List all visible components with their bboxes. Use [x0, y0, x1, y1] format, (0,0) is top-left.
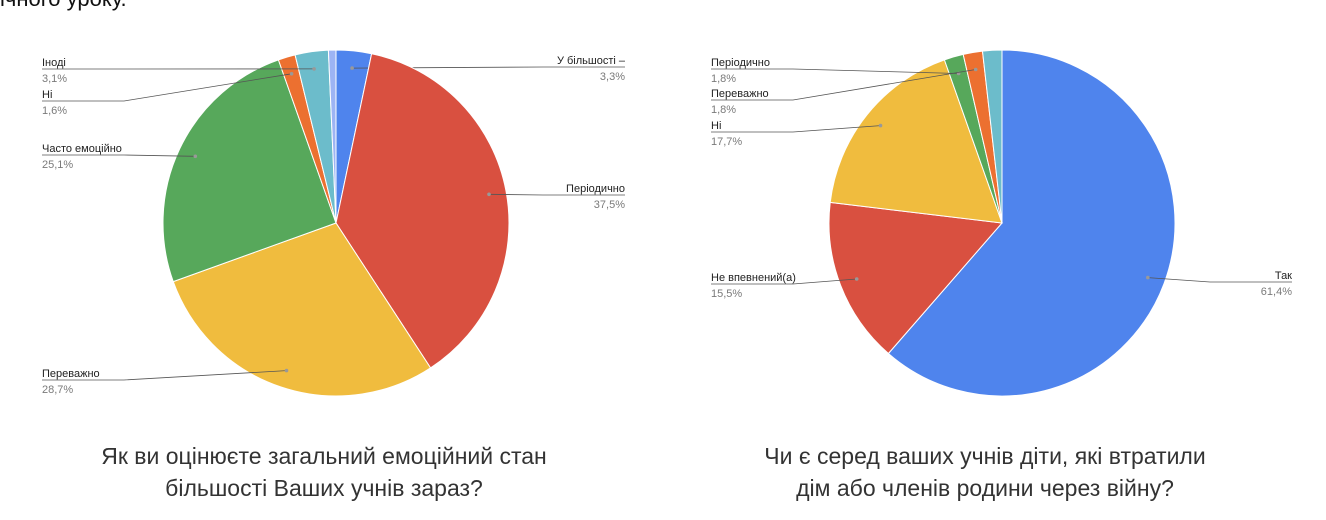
leader-line [42, 73, 292, 102]
slice-label: У більшості – [557, 55, 626, 67]
leader-line [42, 370, 287, 381]
leader-line [711, 125, 881, 133]
leader-dot [193, 154, 198, 159]
leader-dot [1146, 275, 1150, 280]
slice-percent-label: 3,3% [600, 71, 625, 83]
leader-line [711, 69, 976, 101]
pie-slice [172, 222, 432, 397]
slice-label: Періодично [711, 57, 770, 69]
chart-caption-line: Чи є серед ваших учнів діти, які втратил… [764, 443, 1205, 469]
leader-dot [312, 67, 316, 71]
slice-label: Так [1275, 270, 1292, 282]
leader-dot [284, 368, 289, 373]
slice-label: Іноді [42, 57, 66, 69]
leader-line [488, 193, 625, 196]
chart-caption-line: дім або членів родини через війну? [796, 475, 1174, 501]
slice-percent-label: 1,8% [711, 73, 736, 85]
leader-dot [350, 66, 354, 70]
leader-line [352, 66, 625, 69]
leader-dot [973, 67, 978, 72]
slice-label: Переважно [711, 88, 769, 100]
leader-line [42, 154, 196, 157]
pie-slice [828, 201, 1003, 355]
slice-percent-label: 17,7% [711, 136, 742, 148]
leader-dot [878, 123, 883, 128]
pie-slice [887, 49, 1176, 397]
leader-line [1147, 277, 1292, 283]
slice-label: Переважно [42, 368, 100, 380]
slice-label: Не впевнений(а) [711, 272, 796, 284]
slice-percent-label: 3,1% [42, 73, 67, 85]
chart-caption-line: Як ви оцінюєте загальний емоційний стан [101, 443, 547, 469]
pie-slice [335, 53, 510, 369]
slice-percent-label: 1,8% [711, 104, 736, 116]
leader-dot [854, 277, 859, 281]
slice-label: Часто емоційно [42, 143, 122, 155]
pie-chart-2: Так 61,4% Не впевнений(а) 15,5% Ні 17,7% Періо… [711, 49, 1292, 501]
pie-chart-1: У більшості – 3,3% Періодично 37,5% Переважн… [42, 49, 626, 501]
slice-percent-label: 15,5% [711, 288, 742, 300]
chart-caption-line: більшості Ваших учнів зараз? [165, 475, 483, 501]
leader-line [711, 68, 959, 74]
slice-label: Ні [42, 89, 52, 101]
slice-percent-label: 25,1% [42, 159, 73, 171]
slice-percent-label: 28,7% [42, 384, 73, 396]
pie-slice [162, 59, 337, 283]
slice-percent-label: 61,4% [1261, 286, 1292, 298]
slice-percent-label: 37,5% [594, 199, 625, 211]
leader-line [711, 278, 857, 285]
pie-slice [981, 49, 1003, 224]
cut-off-heading-text: ічного уроку. [0, 0, 127, 12]
leader-dot [289, 72, 294, 76]
slice-percent-label: 1,6% [42, 105, 67, 117]
leader-dot [487, 192, 491, 197]
pie-slice [829, 59, 1003, 224]
slice-label: Періодично [566, 183, 625, 195]
pie-slice [327, 49, 337, 224]
slice-label: Ні [711, 120, 721, 132]
